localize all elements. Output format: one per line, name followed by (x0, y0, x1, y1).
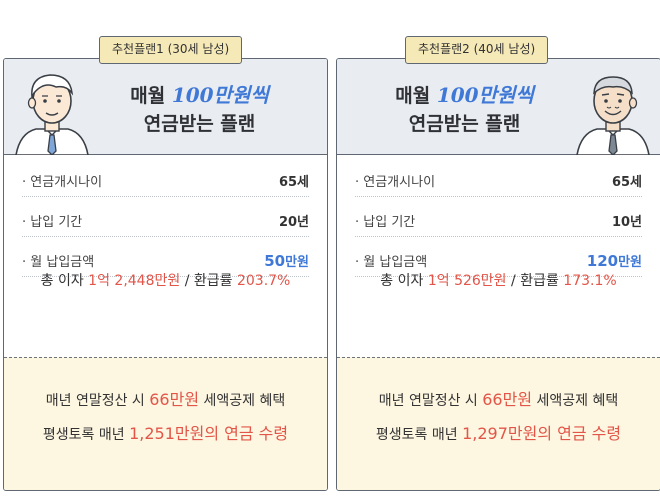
detail-row-monthly-amount: · 월 납입금액 120만원 (355, 247, 642, 277)
detail-row-payment-period: · 납입 기간 10년 (355, 207, 642, 237)
plan-tab-1: 추천플랜1 (30세 남성) (99, 36, 243, 64)
plan-headline: 매월 100만원씩 연금받는 플랜 (130, 83, 269, 135)
benefit-footer: 매년 연말정산 시 66만원 세액공제 혜택 평생토록 매년 1,297만원의 … (337, 357, 660, 490)
detail-row-start-age: · 연금개시나이 65세 (22, 167, 309, 197)
benefit-footer: 매년 연말정산 시 66만원 세액공제 혜택 평생토록 매년 1,251만원의 … (4, 357, 327, 490)
detail-row-payment-period: · 납입 기간 20년 (22, 207, 309, 237)
pension-line: 평생토록 매년 1,251만원의 연금 수령 (42, 424, 289, 443)
plan-card-2: 매월 100만원씩 연금받는 플랜 · 연금개시나이 65세 · 납입 기간 1… (336, 58, 660, 491)
young-man-avatar-icon (15, 74, 89, 155)
monthly-amount-value: 120만원 (586, 252, 642, 270)
detail-row-monthly-amount: · 월 납입금액 50만원 (22, 247, 309, 277)
plan-tab-2: 추천플랜2 (40세 남성) (405, 36, 549, 64)
detail-row-start-age: · 연금개시나이 65세 (355, 167, 642, 197)
tax-benefit-line: 매년 연말정산 시 66만원 세액공제 혜택 (378, 390, 619, 409)
plan-headline: 매월 100만원씩 연금받는 플랜 (395, 83, 534, 135)
pension-line: 평생토록 매년 1,297만원의 연금 수령 (375, 424, 622, 443)
plan-card-header: 매월 100만원씩 연금받는 플랜 (4, 59, 327, 155)
interest-summary: 총 이자 1억 526만원 / 환급률 173.1% (380, 273, 617, 289)
monthly-amount-value: 50만원 (264, 252, 309, 270)
plan-card-1: 매월 100만원씩 연금받는 플랜 · 연금개시나이 65세 · 납입 기간 2… (3, 58, 328, 491)
tax-benefit-line: 매년 연말정산 시 66만원 세액공제 혜택 (45, 390, 286, 409)
older-man-avatar-icon (576, 76, 650, 155)
interest-summary: 총 이자 1억 2,448만원 / 환급률 203.7% (40, 273, 291, 289)
plan-card-header: 매월 100만원씩 연금받는 플랜 (337, 59, 660, 155)
